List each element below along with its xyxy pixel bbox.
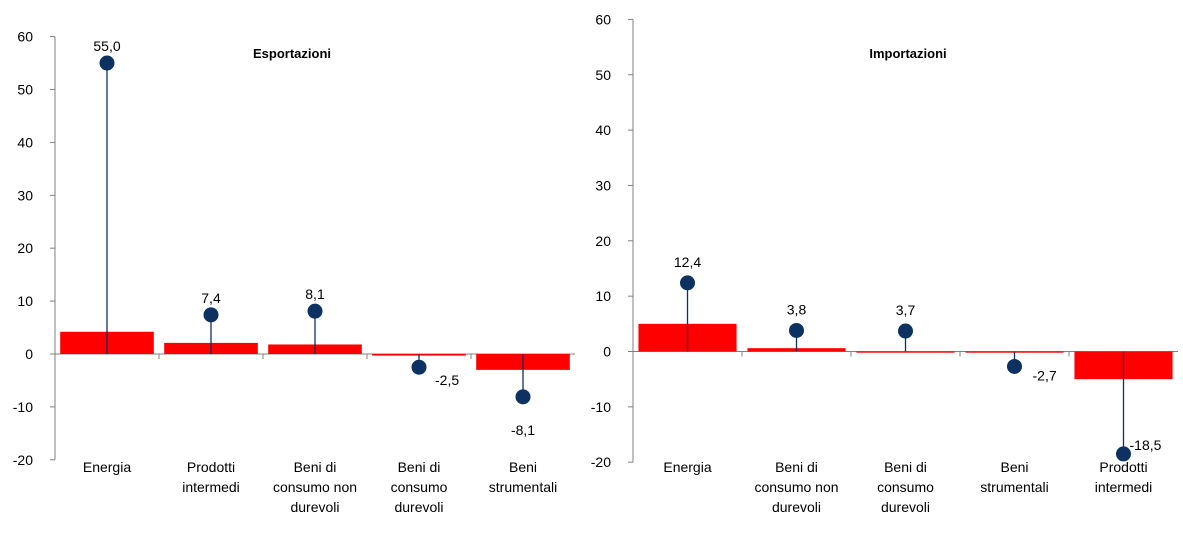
category-label-line: Energia: [83, 459, 131, 475]
y-tick-label: 0: [25, 346, 33, 362]
y-tick-label: -20: [591, 454, 611, 470]
y-tick-label: -10: [13, 399, 33, 415]
category-label-3: Beni di consumo non durevoli: [273, 459, 357, 515]
data-point-1: [99, 55, 115, 71]
category-label-5: Prodotti intermedi: [1095, 459, 1153, 495]
y-tick-label: -20: [13, 452, 33, 468]
data-point-1: [680, 275, 695, 291]
data-label-4: -2,7: [1033, 367, 1057, 383]
category-label-line: strumentali: [980, 479, 1048, 495]
data-label-4: -2,5: [435, 372, 459, 388]
data-point-5: [1116, 446, 1131, 462]
category-label-4: Beni di consumo durevoli: [391, 459, 448, 515]
bar-3: [856, 351, 955, 353]
category-label-line: Beni: [1000, 459, 1028, 475]
category-label-line: durevoli: [290, 499, 339, 515]
category-label-line: Prodotti: [1099, 459, 1147, 475]
y-tick-label: 10: [595, 288, 611, 304]
category-label-line: consumo: [877, 479, 934, 495]
data-point-4: [411, 359, 427, 375]
data-point-2: [203, 307, 219, 323]
data-point-3: [307, 303, 323, 319]
category-label-line: Beni di: [294, 459, 337, 475]
data-label-3: 8,1: [305, 286, 325, 302]
category-label-3: Beni di consumo durevoli: [877, 459, 934, 515]
y-tick-label: 10: [17, 293, 33, 309]
category-label-line: consumo non: [273, 479, 357, 495]
y-tick-label: -10: [591, 399, 611, 415]
category-label-line: Beni: [509, 459, 537, 475]
category-label-1: Energia: [83, 459, 131, 475]
data-point-2: [789, 322, 804, 338]
category-label-4: Beni strumentali: [980, 459, 1048, 495]
data-label-1: 12,4: [674, 254, 701, 270]
category-label-line: Beni di: [775, 459, 818, 475]
data-point-3: [898, 323, 913, 339]
data-label-5: -8,1: [511, 422, 535, 438]
category-label-2: Prodotti intermedi: [182, 459, 240, 495]
category-label-5: Beni strumentali: [489, 459, 557, 495]
y-tick-label: 40: [17, 134, 33, 150]
data-label-2: 7,4: [201, 290, 221, 306]
data-label-2: 3,8: [787, 301, 807, 317]
y-tick-label: 50: [595, 67, 611, 83]
data-label-1: 55,0: [93, 38, 120, 54]
category-label-line: durevoli: [772, 499, 821, 515]
category-label-line: consumo: [391, 479, 448, 495]
category-label-1: Energia: [663, 459, 711, 475]
category-label-line: Prodotti: [187, 459, 235, 475]
category-label-line: intermedi: [182, 479, 240, 495]
y-tick-label: 0: [603, 344, 611, 360]
y-tick-label: 50: [17, 82, 33, 98]
category-label-line: intermedi: [1095, 479, 1153, 495]
data-point-5: [515, 389, 531, 405]
category-label-line: strumentali: [489, 479, 557, 495]
data-point-4: [1007, 358, 1022, 374]
y-tick-label: 30: [17, 187, 33, 203]
chart-title: Esportazioni: [253, 46, 331, 61]
y-tick-label: 60: [17, 29, 33, 45]
category-label-2: Beni di consumo non durevoli: [754, 459, 838, 515]
data-label-3: 3,7: [896, 302, 916, 318]
category-label-line: Energia: [663, 459, 711, 475]
category-label-line: durevoli: [394, 499, 443, 515]
y-tick-label: 20: [595, 233, 611, 249]
y-tick-label: 20: [17, 240, 33, 256]
category-label-line: Beni di: [884, 459, 927, 475]
y-tick-label: 60: [595, 11, 611, 27]
data-label-5: -18,5: [1130, 437, 1162, 453]
category-label-line: Beni di: [398, 459, 441, 475]
category-label-line: consumo non: [754, 479, 838, 495]
chart-title: Importazioni: [869, 46, 946, 61]
chart-esportazioni-svg: Esportazioni -20 -10 0 10 20 30 40 50 60 55,0 7,4 8,…: [13, 29, 575, 515]
y-tick-label: 30: [595, 177, 611, 193]
category-label-line: durevoli: [881, 499, 930, 515]
chart-esportazioni: Esportazioni -20 -10 0 10 20 30 40 50 60 55,0 7,4 8,…: [0, 0, 590, 549]
y-tick-label: 40: [595, 122, 611, 138]
